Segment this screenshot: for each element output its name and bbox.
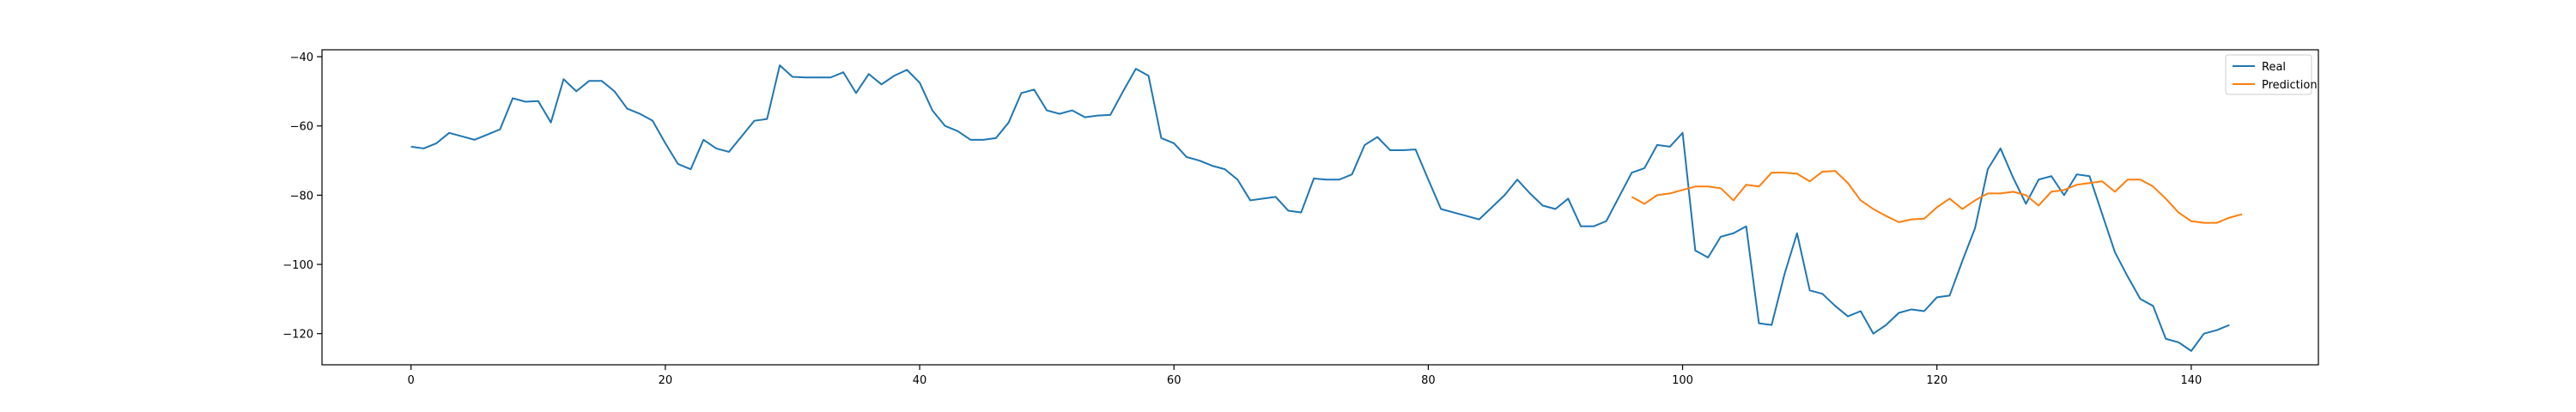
y-tick-label: −120 — [283, 329, 313, 342]
x-tick-label: 120 — [1926, 374, 1947, 387]
y-axis: −120 −100 −80 −60 −40 — [283, 52, 322, 342]
series-group — [410, 64, 2243, 352]
y-tick-label: −80 — [290, 190, 313, 203]
y-tick-label: −60 — [290, 121, 313, 134]
x-axis: 0 20 40 60 80 100 120 140 — [408, 365, 2202, 387]
x-tick-label: 0 — [408, 374, 415, 387]
plot-frame — [321, 49, 2319, 366]
legend-label-prediction: Prediction — [2262, 79, 2318, 92]
x-tick-label: 80 — [1421, 374, 1436, 387]
legend-label-real: Real — [2262, 61, 2286, 74]
series-line-real — [410, 64, 2230, 352]
x-tick-label: 140 — [2180, 374, 2202, 387]
y-tick-label: −100 — [283, 259, 313, 272]
y-tick-label: −40 — [290, 52, 313, 64]
legend: Real Prediction — [2225, 54, 2318, 95]
x-tick-label: 100 — [1672, 374, 1693, 387]
series-line-prediction — [1631, 170, 2243, 224]
x-tick-label: 20 — [659, 374, 673, 387]
x-tick-label: 60 — [1167, 374, 1182, 387]
plot-frame-group — [321, 49, 2319, 366]
x-tick-label: 40 — [913, 374, 927, 387]
